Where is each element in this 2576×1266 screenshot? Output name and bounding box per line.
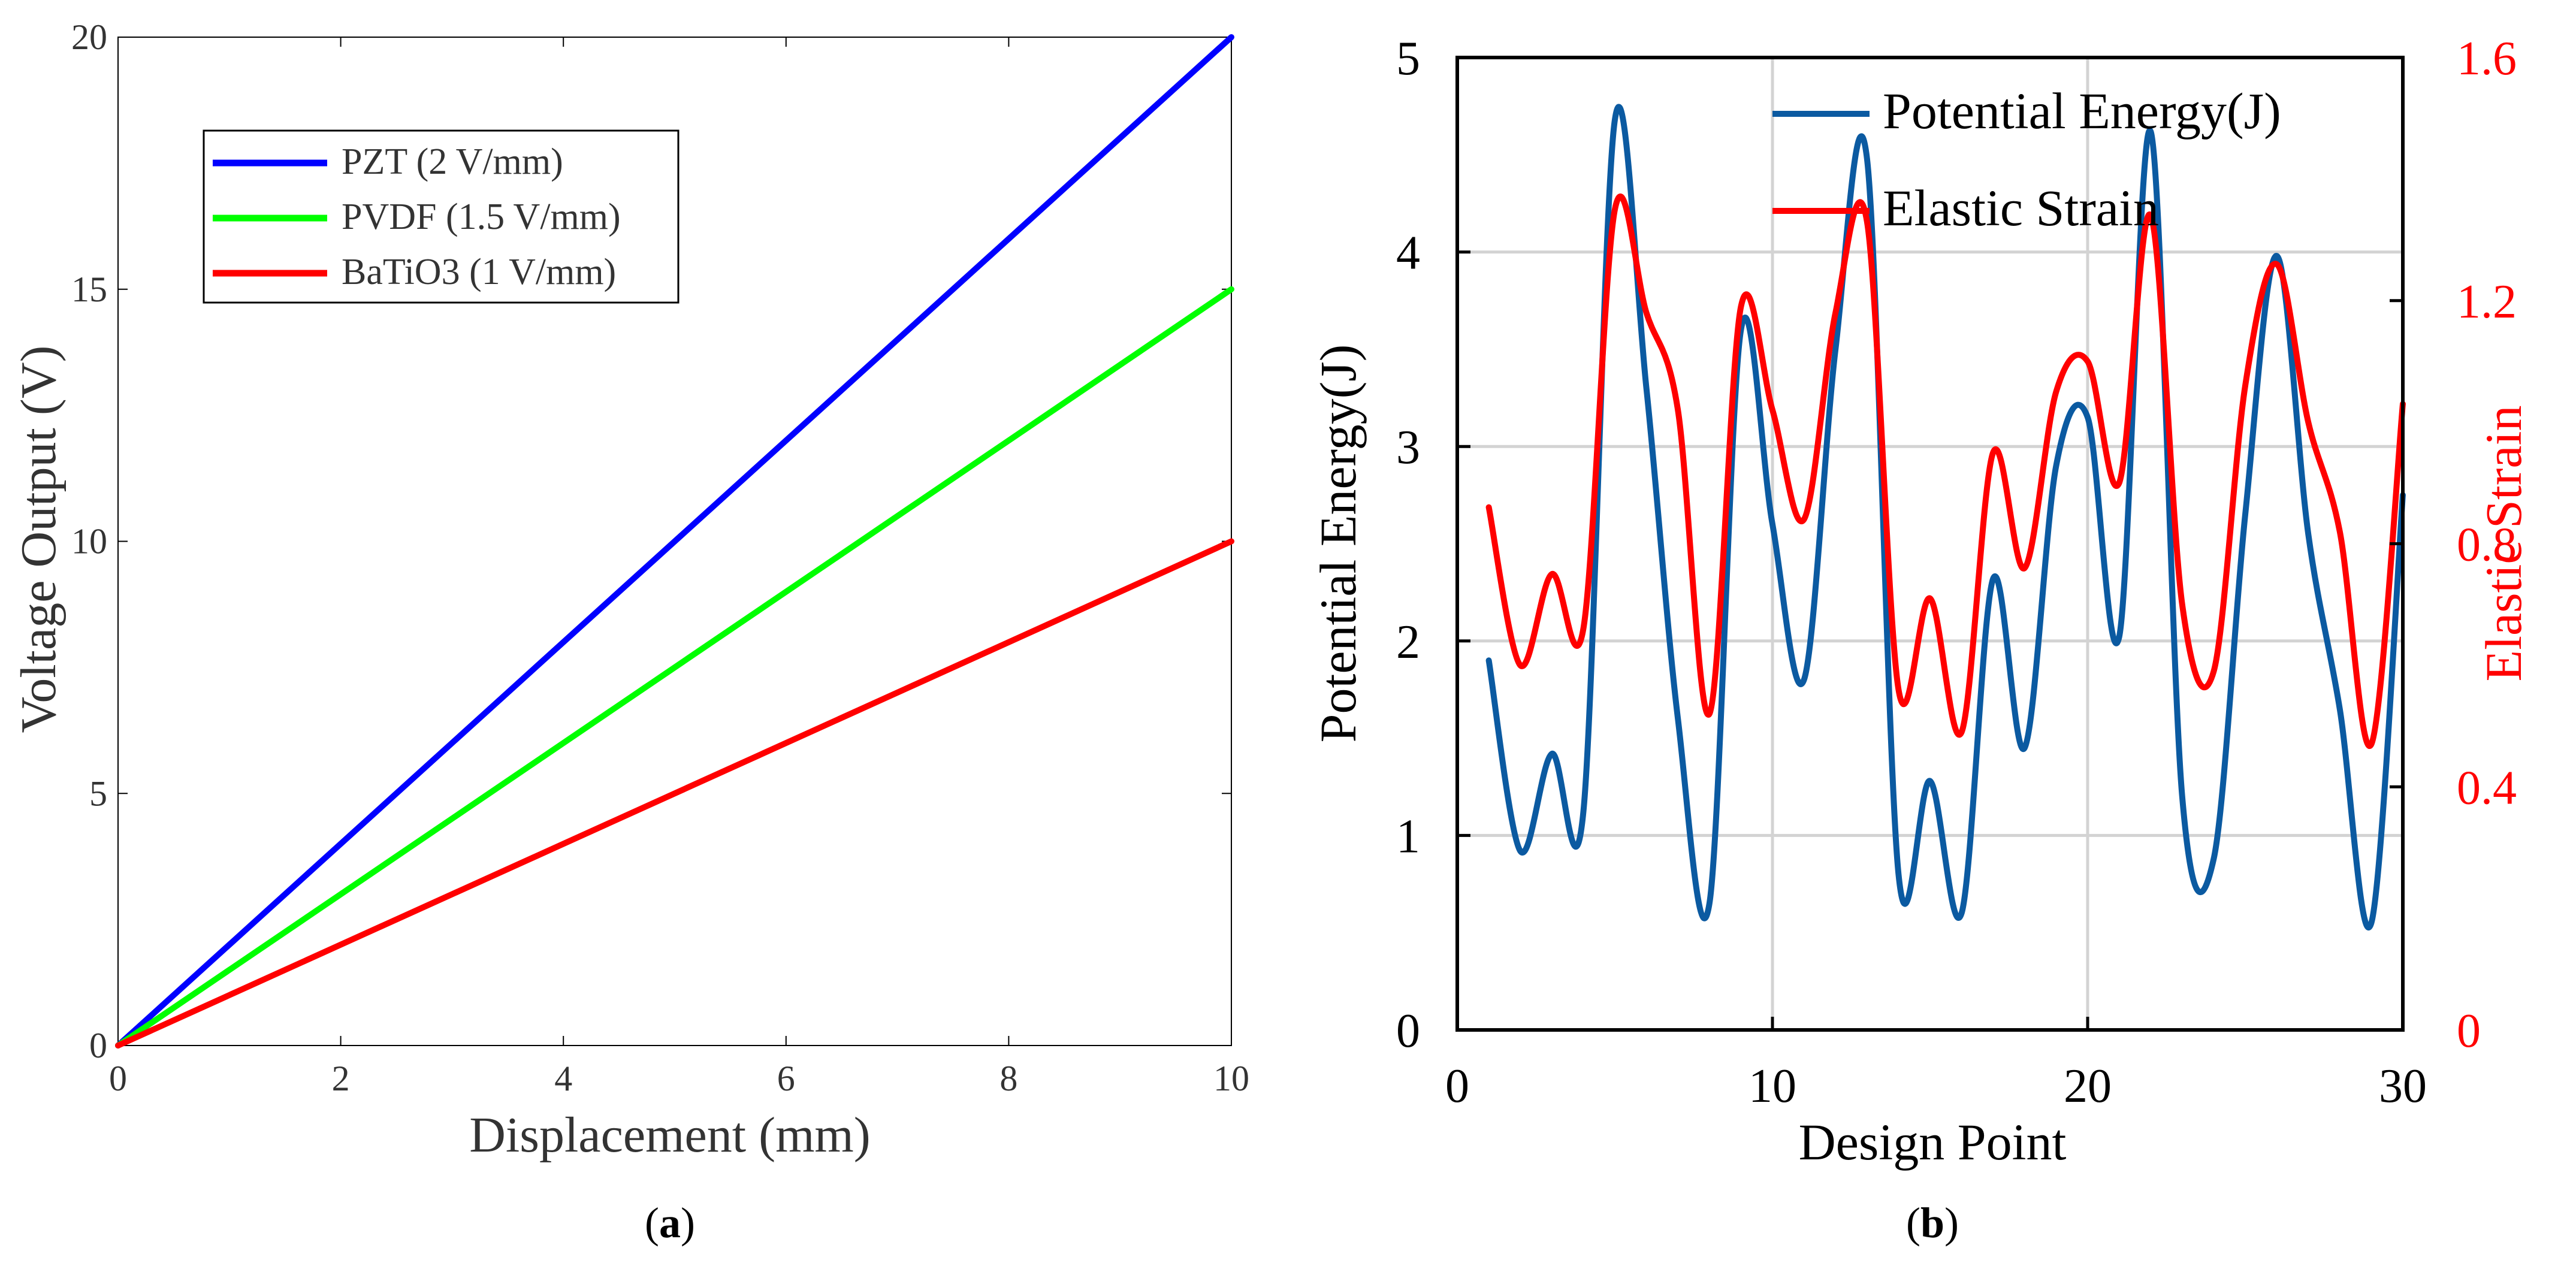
panel-b-y2-tick-label: 0.4 xyxy=(2457,762,2517,814)
panel-a-y-tick-label: 10 xyxy=(71,522,107,561)
panel-a-x-tick-label: 10 xyxy=(1213,1059,1249,1098)
legend-label-elastic-strain: Elastic Strain xyxy=(1883,179,2159,237)
panel-b-y2-axis-label: Elastic Strain xyxy=(2475,406,2532,682)
panel-b-series xyxy=(1485,104,2406,931)
panel-b-legend: Potential Energy(J) Elastic Strain xyxy=(1772,82,2281,237)
panel-b-y2-ticks: 0 0.4 0.8 1.2 1.6 xyxy=(2390,32,2517,1057)
series-line-pvdf xyxy=(115,286,1234,1049)
panel-b-y-tick-label: 5 xyxy=(1396,32,1420,85)
panel-a-y-tick-label: 5 xyxy=(89,774,107,813)
series-line-elastic-strain xyxy=(1485,194,2406,750)
panel-a-x-tick-label: 8 xyxy=(999,1059,1017,1098)
panel-a-x-tick-label: 2 xyxy=(332,1059,350,1098)
series-line-potential-energy xyxy=(1485,104,2406,931)
panel-b-y-tick-label: 4 xyxy=(1396,227,1420,280)
panel-a-x-ticks: 0 2 4 6 8 10 xyxy=(109,37,1249,1098)
panel-a-y-tick-label: 15 xyxy=(71,270,107,309)
panel-a-y-tick-label: 20 xyxy=(71,17,107,57)
panel-b-y2-tick-label: 1.6 xyxy=(2457,32,2517,85)
panel-a-x-tick-label: 4 xyxy=(554,1059,572,1098)
legend-label-batio3: BaTiO3 (1 V/mm) xyxy=(342,252,616,292)
panel-b-y-ticks: 0 1 2 3 4 5 xyxy=(1396,32,1470,1057)
panel-b-caption: (b) xyxy=(1906,1199,1959,1247)
panel-b-chart: 0 1 2 3 4 5 0 0.4 0.8 1.2 1.6 0 10 20 30 Potential E… xyxy=(1309,32,2532,1247)
panel-b-x-tick-label: 30 xyxy=(2379,1060,2427,1113)
panel-a-x-tick-label: 0 xyxy=(109,1059,127,1098)
panel-b-y2-tick-label: 1.2 xyxy=(2457,276,2517,328)
panel-b-x-ticks: 0 10 20 30 xyxy=(1445,1017,2427,1113)
panel-b-x-tick-label: 10 xyxy=(1748,1060,1796,1113)
panel-b-y2-tick-label: 0.8 xyxy=(2457,519,2517,572)
panel-a-series xyxy=(115,34,1234,1049)
legend-label-pvdf: PVDF (1.5 V/mm) xyxy=(342,197,621,237)
panel-a-x-axis-label: Displacement (mm) xyxy=(469,1107,870,1163)
legend-label-potential-energy: Potential Energy(J) xyxy=(1883,82,2281,140)
panel-b-y-tick-label: 2 xyxy=(1396,616,1420,669)
panel-a-y-ticks: 0 5 10 15 20 xyxy=(71,17,1231,1065)
panel-b-grid xyxy=(1457,58,2403,1030)
series-line-batio3 xyxy=(115,538,1234,1049)
panel-b-y-axis-label: Potential Energy(J) xyxy=(1309,345,1367,743)
panel-b-x-axis-label: Design Point xyxy=(1799,1113,2067,1171)
panel-a-caption: (a) xyxy=(645,1199,695,1247)
panel-b-y-tick-label: 3 xyxy=(1396,421,1420,474)
legend-label-pzt: PZT (2 V/mm) xyxy=(342,141,563,182)
series-line-pzt xyxy=(115,34,1234,1049)
panel-b-y-tick-label: 1 xyxy=(1396,810,1420,863)
panel-a-x-tick-label: 6 xyxy=(777,1059,795,1098)
panel-a-legend: PZT (2 V/mm) PVDF (1.5 V/mm) BaTiO3 (1 V… xyxy=(203,129,680,304)
panel-b-y2-tick-label: 0 xyxy=(2457,1005,2481,1057)
panel-a-y-tick-label: 0 xyxy=(89,1026,107,1065)
panel-a-chart: 0 5 10 15 20 0 2 4 6 8 10 PZT (2 V/mm) PVDF (1.5 … xyxy=(11,17,1249,1247)
panel-b-y-tick-label: 0 xyxy=(1396,1005,1420,1057)
panel-b-x-tick-label: 20 xyxy=(2064,1060,2112,1113)
panel-a-y-axis-label: Voltage Output (V) xyxy=(11,345,67,733)
panel-b-x-tick-label: 0 xyxy=(1445,1060,1469,1113)
